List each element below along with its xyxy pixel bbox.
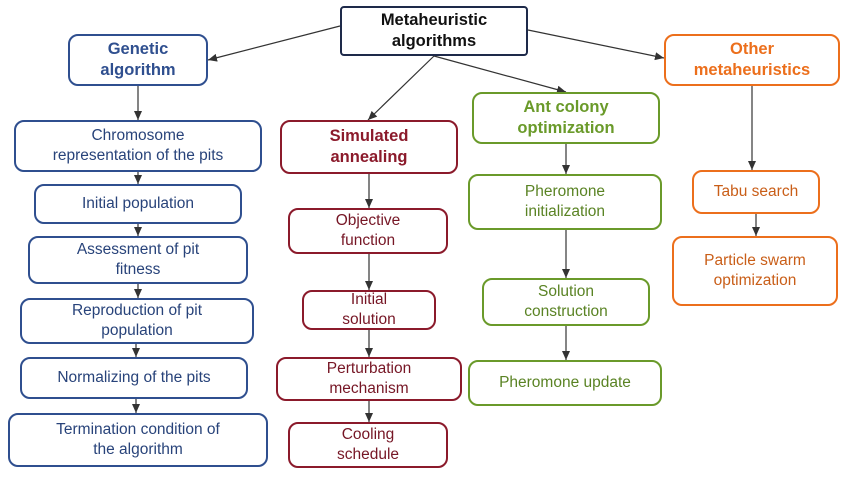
branch-sa-item-3: Perturbation mechanism [276, 357, 462, 401]
branch-other-item-1-label: Tabu search [713, 183, 799, 201]
branch-sa-item-1-label: Objective function [335, 212, 401, 249]
branch-ga-item-3-label: Assessment of pit fitness [76, 241, 200, 278]
branch-ga-item-2-label: Initial population [81, 195, 195, 213]
branch-sa-item-1: Objective function [288, 208, 448, 254]
branch-sa-head: Simulated annealing [280, 120, 458, 174]
arrow-root-to-ga [207, 25, 341, 62]
arrow-root-to-other [527, 29, 665, 61]
branch-ga-item-1: Chromosome representation of the pits [14, 120, 262, 172]
branch-ga-item-4: Reproduction of pit population [20, 298, 254, 344]
branch-sa-item-4: Cooling schedule [288, 422, 448, 468]
branch-aco-head: Ant colony optimization [472, 92, 660, 144]
branch-aco-item-3-label: Pheromone update [499, 374, 631, 392]
branch-ga-head-label: Genetic algorithm [100, 39, 176, 79]
branch-aco-item-1: Pheromone initialization [468, 174, 662, 230]
branch-ga-item-6-label: Termination condition of the algorithm [56, 421, 220, 458]
branch-sa-item-4-label: Cooling schedule [336, 426, 400, 463]
branch-sa-item-2-label: Initial solution [342, 291, 396, 328]
branch-sa-item-2: Initial solution [302, 290, 436, 330]
branch-aco-item-3: Pheromone update [468, 360, 662, 406]
branch-sa-item-3-label: Perturbation mechanism [326, 360, 412, 397]
root-node: Metaheuristic algorithms [340, 6, 528, 56]
branch-other-item-2: Particle swarm optimization [672, 236, 838, 306]
branch-ga-item-1-label: Chromosome representation of the pits [52, 127, 224, 164]
branch-ga-head: Genetic algorithm [68, 34, 208, 86]
branch-other-head-label: Other metaheuristics [693, 39, 811, 79]
branch-sa-head-label: Simulated annealing [329, 126, 409, 166]
branch-ga-item-3: Assessment of pit fitness [28, 236, 248, 284]
branch-other-head: Other metaheuristics [664, 34, 840, 86]
branch-other-item-1: Tabu search [692, 170, 820, 214]
branch-ga-item-2: Initial population [34, 184, 242, 224]
branch-aco-item-2: Solution construction [482, 278, 650, 326]
branch-other-item-2-label: Particle swarm optimization [704, 252, 806, 289]
branch-aco-head-label: Ant colony optimization [517, 97, 615, 137]
branch-aco-item-1-label: Pheromone initialization [524, 183, 606, 220]
branch-ga-item-6: Termination condition of the algorithm [8, 413, 268, 467]
arrow-root-to-sa [367, 55, 435, 121]
arrow-root-to-aco [433, 55, 567, 94]
root-label: Metaheuristic algorithms [380, 10, 488, 50]
branch-aco-item-2-label: Solution construction [524, 283, 608, 320]
branch-ga-item-4-label: Reproduction of pit population [71, 302, 203, 339]
branch-ga-item-5: Normalizing of the pits [20, 357, 248, 399]
branch-ga-item-5-label: Normalizing of the pits [57, 369, 211, 387]
